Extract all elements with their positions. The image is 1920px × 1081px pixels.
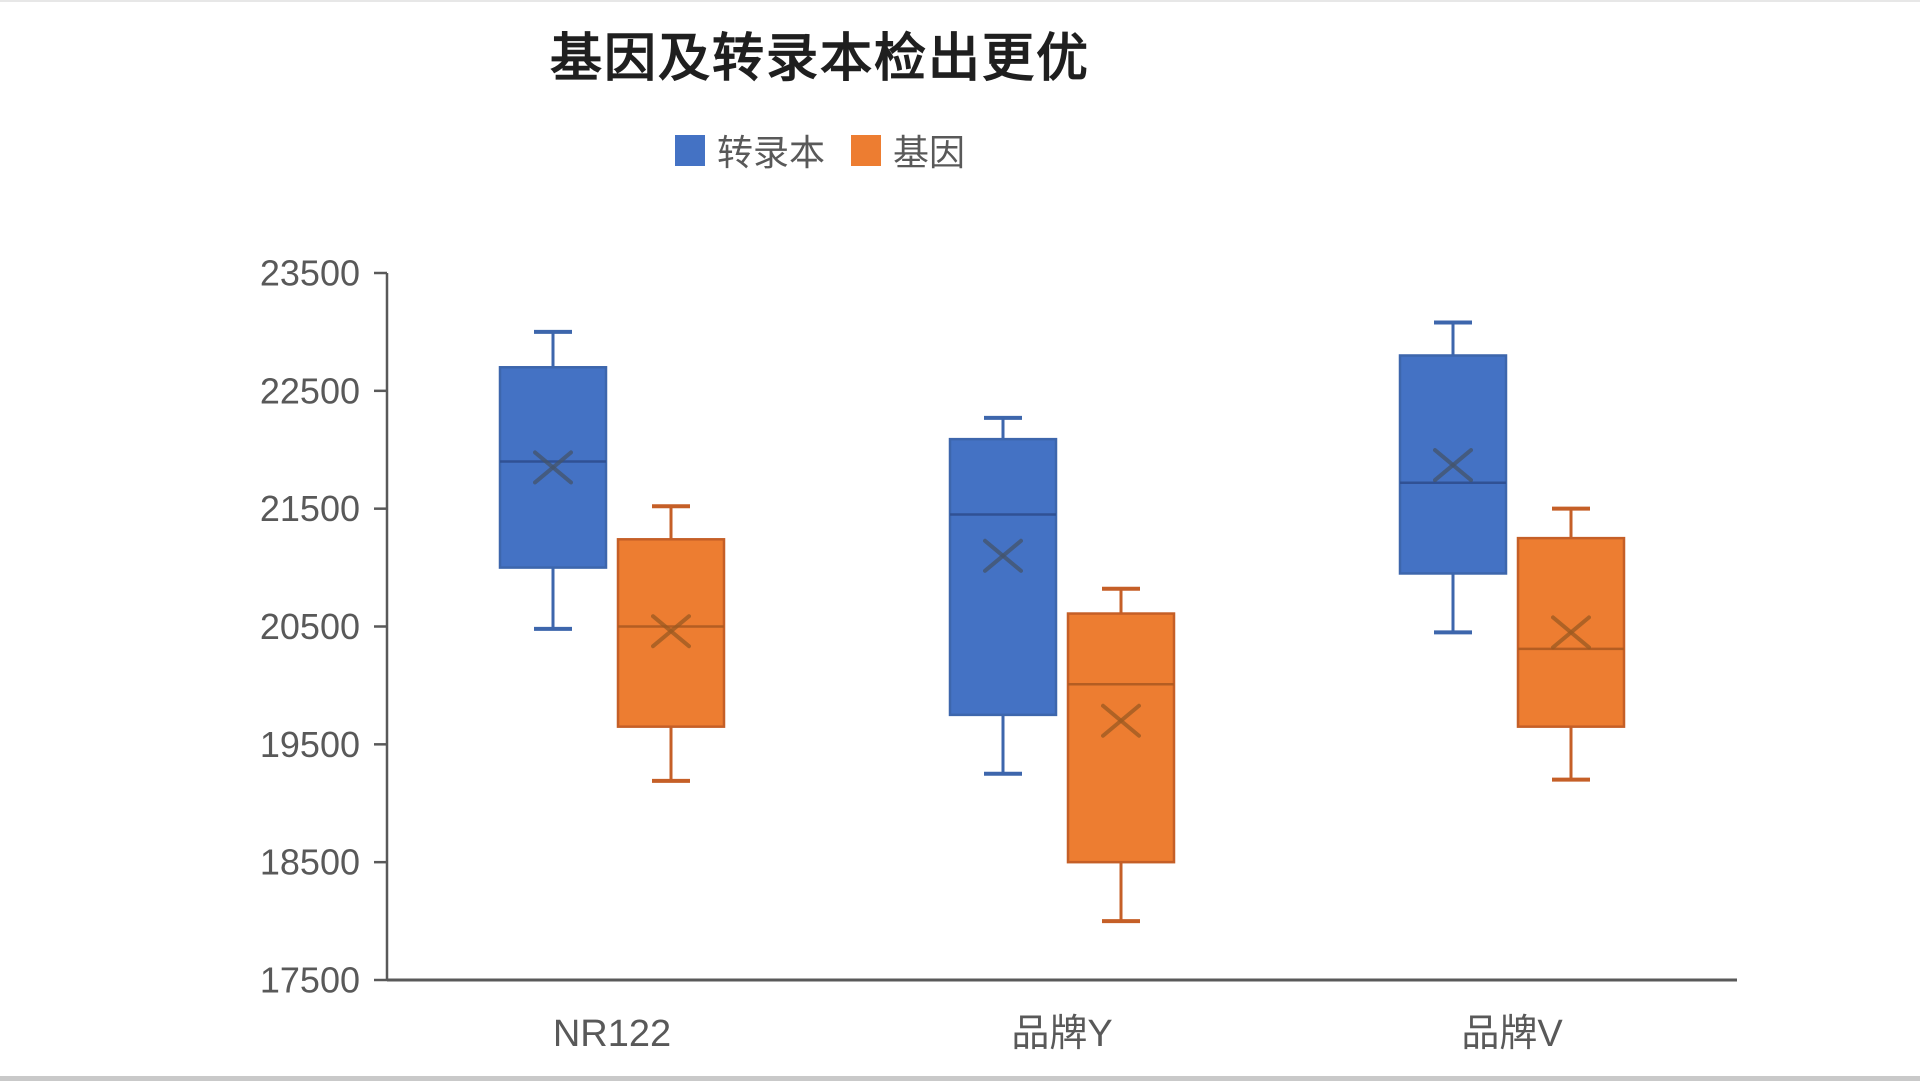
x-category-label-brand-y: 品牌Y (1011, 1013, 1112, 1055)
y-tick-label: 20500 (260, 606, 360, 647)
chart-title: 基因及转录本检出更优 (549, 30, 1090, 88)
iqr-box (1066, 612, 1176, 864)
y-tick-label: 17500 (260, 960, 360, 1001)
y-tick-label: 22500 (260, 370, 360, 411)
chart-legend: 转录本 基因 (0, 124, 1640, 176)
x-category-label-brand-v: 品牌V (1461, 1013, 1563, 1055)
iqr-box (948, 437, 1058, 717)
screenshot-bottom-edge (0, 1076, 1920, 1081)
box-transcript-brand-y (948, 415, 1058, 776)
mean-x-marker (1551, 615, 1591, 650)
box-gene-brand-v (1516, 506, 1626, 782)
y-tick-label: 18500 (260, 842, 360, 883)
x-category-label-nr122: NR122 (553, 1013, 671, 1055)
y-tick-label: 19500 (260, 724, 360, 765)
legend-item-gene: 基因 (851, 124, 965, 176)
legend-swatch-gene (851, 134, 881, 166)
y-tick-label: 23500 (260, 253, 360, 294)
box-transcript-nr122 (498, 329, 608, 631)
mean-x-marker (983, 538, 1023, 573)
legend-item-transcript: 转录本 (674, 124, 825, 176)
legend-swatch-transcript (674, 134, 705, 166)
mean-x-marker (533, 450, 573, 485)
mean-x-marker (651, 614, 691, 649)
box-gene-brand-y (1066, 586, 1176, 924)
mean-x-marker (1101, 703, 1141, 738)
mean-x-marker (1433, 448, 1473, 483)
legend-label-transcript: 转录本 (716, 132, 825, 173)
y-tick-label: 21500 (260, 488, 360, 529)
box-transcript-brand-v (1398, 320, 1508, 635)
legend-label-gene: 基因 (893, 132, 966, 173)
box-gene-nr122 (616, 504, 726, 783)
